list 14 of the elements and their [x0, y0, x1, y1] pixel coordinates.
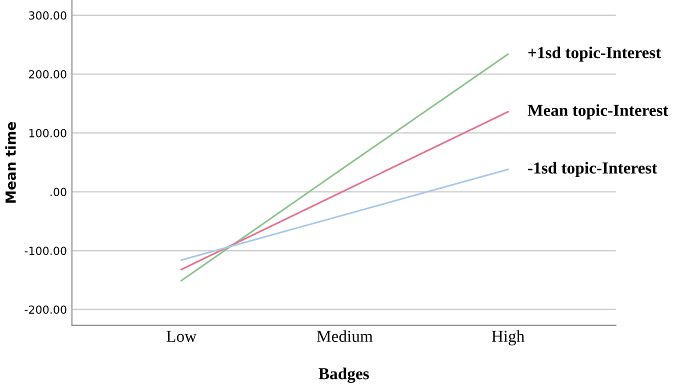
x-axis-title: Badges	[318, 368, 369, 383]
y-tick-label: -200.00	[24, 305, 66, 314]
series-label: -1sd topic-Interest	[528, 162, 658, 178]
x-tick-label: High	[492, 330, 524, 346]
y-tick-label: 100.00	[29, 128, 66, 138]
y-tick-label: -100.00	[24, 246, 66, 256]
x-tick-label: Medium	[316, 330, 373, 342]
x-tick-label: Low	[166, 330, 197, 342]
series-label: +1sd topic-Interest	[528, 46, 662, 62]
y-tick-label: .00	[50, 188, 66, 196]
series-label: Mean topic-Interest	[528, 104, 668, 120]
y-tick-label: 300.00	[29, 11, 66, 20]
y-axis-title: Mean time	[5, 122, 16, 203]
y-tick-label: 200.00	[29, 70, 66, 79]
